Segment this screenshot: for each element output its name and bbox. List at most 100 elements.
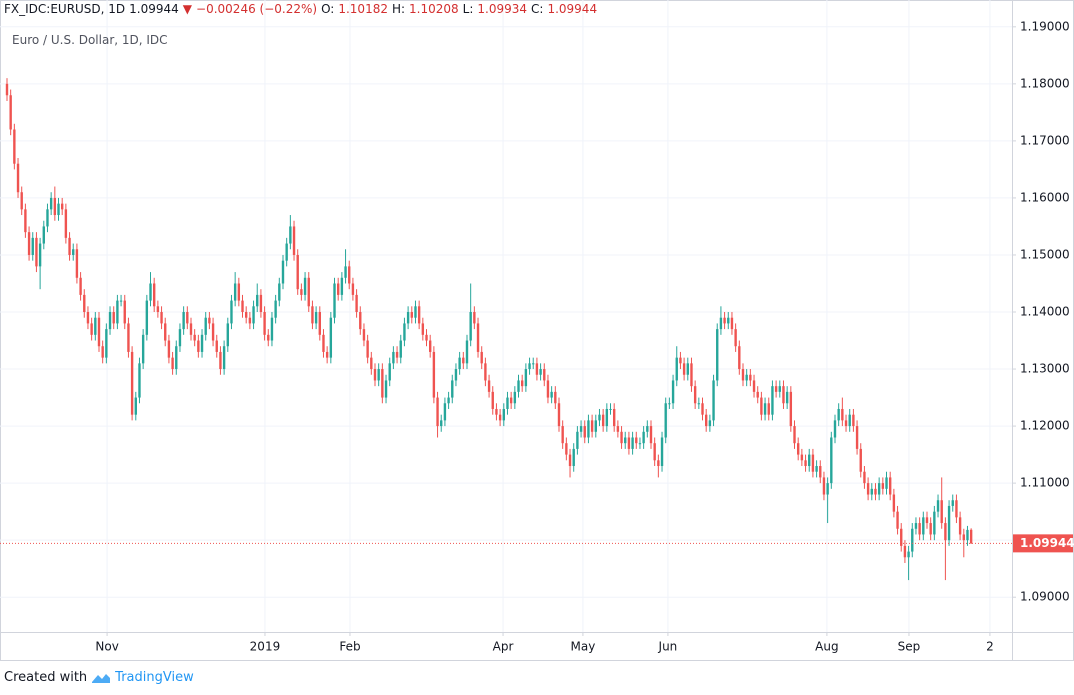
candle-body	[513, 391, 517, 404]
y-tick-label: 1.15000	[1020, 247, 1070, 261]
x-tick-label: 2	[986, 640, 994, 654]
change: −0.00246 (−0.22%)	[196, 2, 318, 16]
candle-body	[675, 357, 678, 381]
candle-body	[160, 312, 163, 324]
candle-body	[101, 346, 104, 358]
candle-body	[487, 380, 491, 392]
candle-body	[278, 283, 281, 301]
candle-body	[885, 477, 888, 489]
candle-body	[443, 403, 447, 421]
chart: 1.19000 1.18000 1.17000 1.16000 1.15000 1.140…	[0, 0, 1074, 661]
candle-body	[366, 340, 369, 358]
candle-body	[940, 500, 943, 524]
candle-body	[612, 408, 616, 427]
close-label: C:	[531, 2, 544, 16]
candle-body	[454, 369, 458, 381]
candle-body	[211, 323, 215, 341]
y-tick-label: 1.16000	[1020, 190, 1070, 204]
candle-body	[693, 386, 697, 404]
candle-body	[668, 403, 671, 405]
candle-body	[609, 408, 612, 410]
candle-body	[583, 426, 586, 438]
candle-body	[86, 312, 90, 324]
candle-body	[270, 317, 274, 341]
candle-body	[336, 283, 340, 295]
candle-body	[925, 517, 929, 524]
candle-body	[874, 488, 877, 495]
candle-body	[822, 477, 826, 495]
x-tick-label: May	[571, 640, 596, 654]
candle-body	[24, 209, 27, 233]
last-price-label: 1.09944	[1020, 536, 1074, 550]
candle-body	[844, 420, 848, 427]
candle-body	[870, 488, 873, 495]
candle-body	[469, 312, 472, 341]
candle-body	[532, 363, 535, 365]
candle-body	[782, 386, 785, 404]
y-tick-label: 1.12000	[1020, 419, 1070, 433]
y-tick-label: 1.11000	[1020, 476, 1070, 490]
brand[interactable]: TradingView	[115, 670, 194, 685]
candle-body	[660, 437, 664, 467]
candle-body	[774, 386, 778, 392]
last-price: 1.09944	[129, 2, 179, 16]
candle-body	[480, 351, 483, 364]
candle-body	[428, 340, 432, 352]
candle-body	[134, 397, 137, 415]
x-tick-label: Nov	[95, 640, 118, 654]
x-tick-label: Jun	[658, 640, 678, 654]
candle-body	[175, 346, 178, 370]
candle-body	[46, 209, 49, 227]
candle-body	[410, 312, 413, 318]
symbol: FX_IDC:EURUSD, 1D	[4, 2, 126, 16]
candle-body	[182, 312, 185, 330]
candle-body	[355, 294, 358, 313]
candle-body	[767, 403, 770, 415]
candle-body	[462, 357, 465, 364]
candle-body	[116, 300, 119, 324]
candle-body	[384, 380, 388, 398]
logo	[92, 673, 111, 683]
candle-body	[83, 294, 86, 313]
candle-body	[35, 237, 38, 267]
candle-body	[701, 403, 704, 415]
candle-body	[16, 163, 20, 193]
candle-body	[285, 243, 288, 261]
candle-body	[300, 289, 303, 295]
candle-body	[649, 426, 653, 444]
candle-body	[587, 420, 590, 438]
candle-body	[624, 437, 627, 444]
down-arrow: ▼	[182, 2, 193, 16]
candle-body	[79, 277, 82, 295]
candle-body	[395, 351, 399, 358]
candle-body	[108, 312, 112, 330]
candle-body	[75, 249, 79, 278]
last-price-box	[1013, 534, 1073, 553]
candle-body	[119, 300, 123, 302]
candle-body	[458, 357, 461, 370]
candle-body	[631, 437, 634, 449]
candle-body	[425, 334, 428, 341]
candle-body	[749, 374, 752, 381]
candle-body	[307, 277, 310, 307]
candle-body	[852, 414, 855, 427]
candle-body	[145, 300, 149, 335]
candle-body	[638, 443, 642, 445]
candle-body	[568, 454, 572, 467]
candle-body	[900, 528, 903, 546]
candle-body	[491, 391, 494, 409]
candle-body	[888, 477, 892, 495]
candle-body	[550, 391, 553, 398]
candle-body	[325, 351, 329, 358]
candle-body	[72, 249, 75, 255]
candle-body	[785, 391, 789, 404]
candle-body	[244, 312, 248, 318]
candle-body	[13, 129, 16, 164]
axes: 1.19000 1.18000 1.17000 1.16000 1.15000 1.140…	[0, 19, 1074, 654]
candle-body	[723, 317, 726, 324]
candle-body	[241, 300, 244, 313]
created-with: Created with	[4, 670, 88, 685]
candle-body	[866, 483, 870, 495]
candle-body	[528, 363, 531, 370]
candle-body	[936, 500, 940, 512]
